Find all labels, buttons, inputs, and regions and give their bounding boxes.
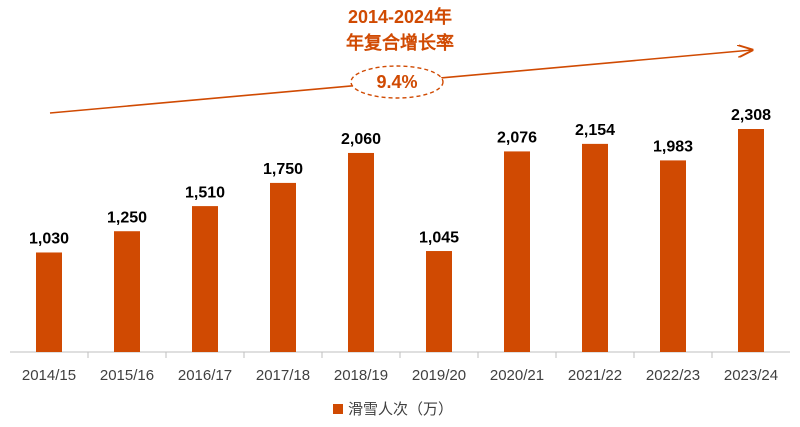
value-label: 2,308 xyxy=(731,107,771,124)
x-tick-label: 2023/24 xyxy=(724,367,778,384)
bar xyxy=(738,129,764,352)
annotation-title: 2014-2024年 xyxy=(348,6,452,27)
value-label: 1,510 xyxy=(185,184,225,201)
bar xyxy=(192,206,218,352)
x-tick-label: 2015/16 xyxy=(100,367,154,384)
x-tick-label: 2019/20 xyxy=(412,367,466,384)
bar xyxy=(270,182,296,352)
x-tick-label: 2017/18 xyxy=(256,367,310,384)
x-tick-label: 2020/21 xyxy=(490,367,544,384)
annotation-title: 年复合增长率 xyxy=(346,32,454,53)
value-label: 2,076 xyxy=(497,130,537,147)
value-label: 1,250 xyxy=(107,209,147,226)
value-label: 1,750 xyxy=(263,161,303,178)
legend-label: 滑雪人次（万） xyxy=(348,401,453,418)
x-tick-label: 2022/23 xyxy=(646,367,700,384)
bar xyxy=(504,151,530,352)
legend-swatch xyxy=(333,404,343,414)
value-label: 1,045 xyxy=(419,229,459,246)
bar xyxy=(348,152,374,352)
x-tick-label: 2014/15 xyxy=(22,367,76,384)
value-label: 1,983 xyxy=(653,139,693,156)
x-tick-label: 2016/17 xyxy=(178,367,232,384)
value-label: 2,154 xyxy=(575,122,615,139)
bar xyxy=(426,251,452,352)
value-label: 1,030 xyxy=(29,231,69,248)
rate-label: 9.4% xyxy=(376,72,417,92)
bar xyxy=(114,231,140,352)
x-tick-label: 2021/22 xyxy=(568,367,622,384)
rate-ellipse xyxy=(350,65,444,99)
bar xyxy=(582,143,608,352)
x-tick-label: 2018/19 xyxy=(334,367,388,384)
bar xyxy=(36,252,62,352)
bar xyxy=(660,160,686,352)
value-label: 2,060 xyxy=(341,131,381,148)
